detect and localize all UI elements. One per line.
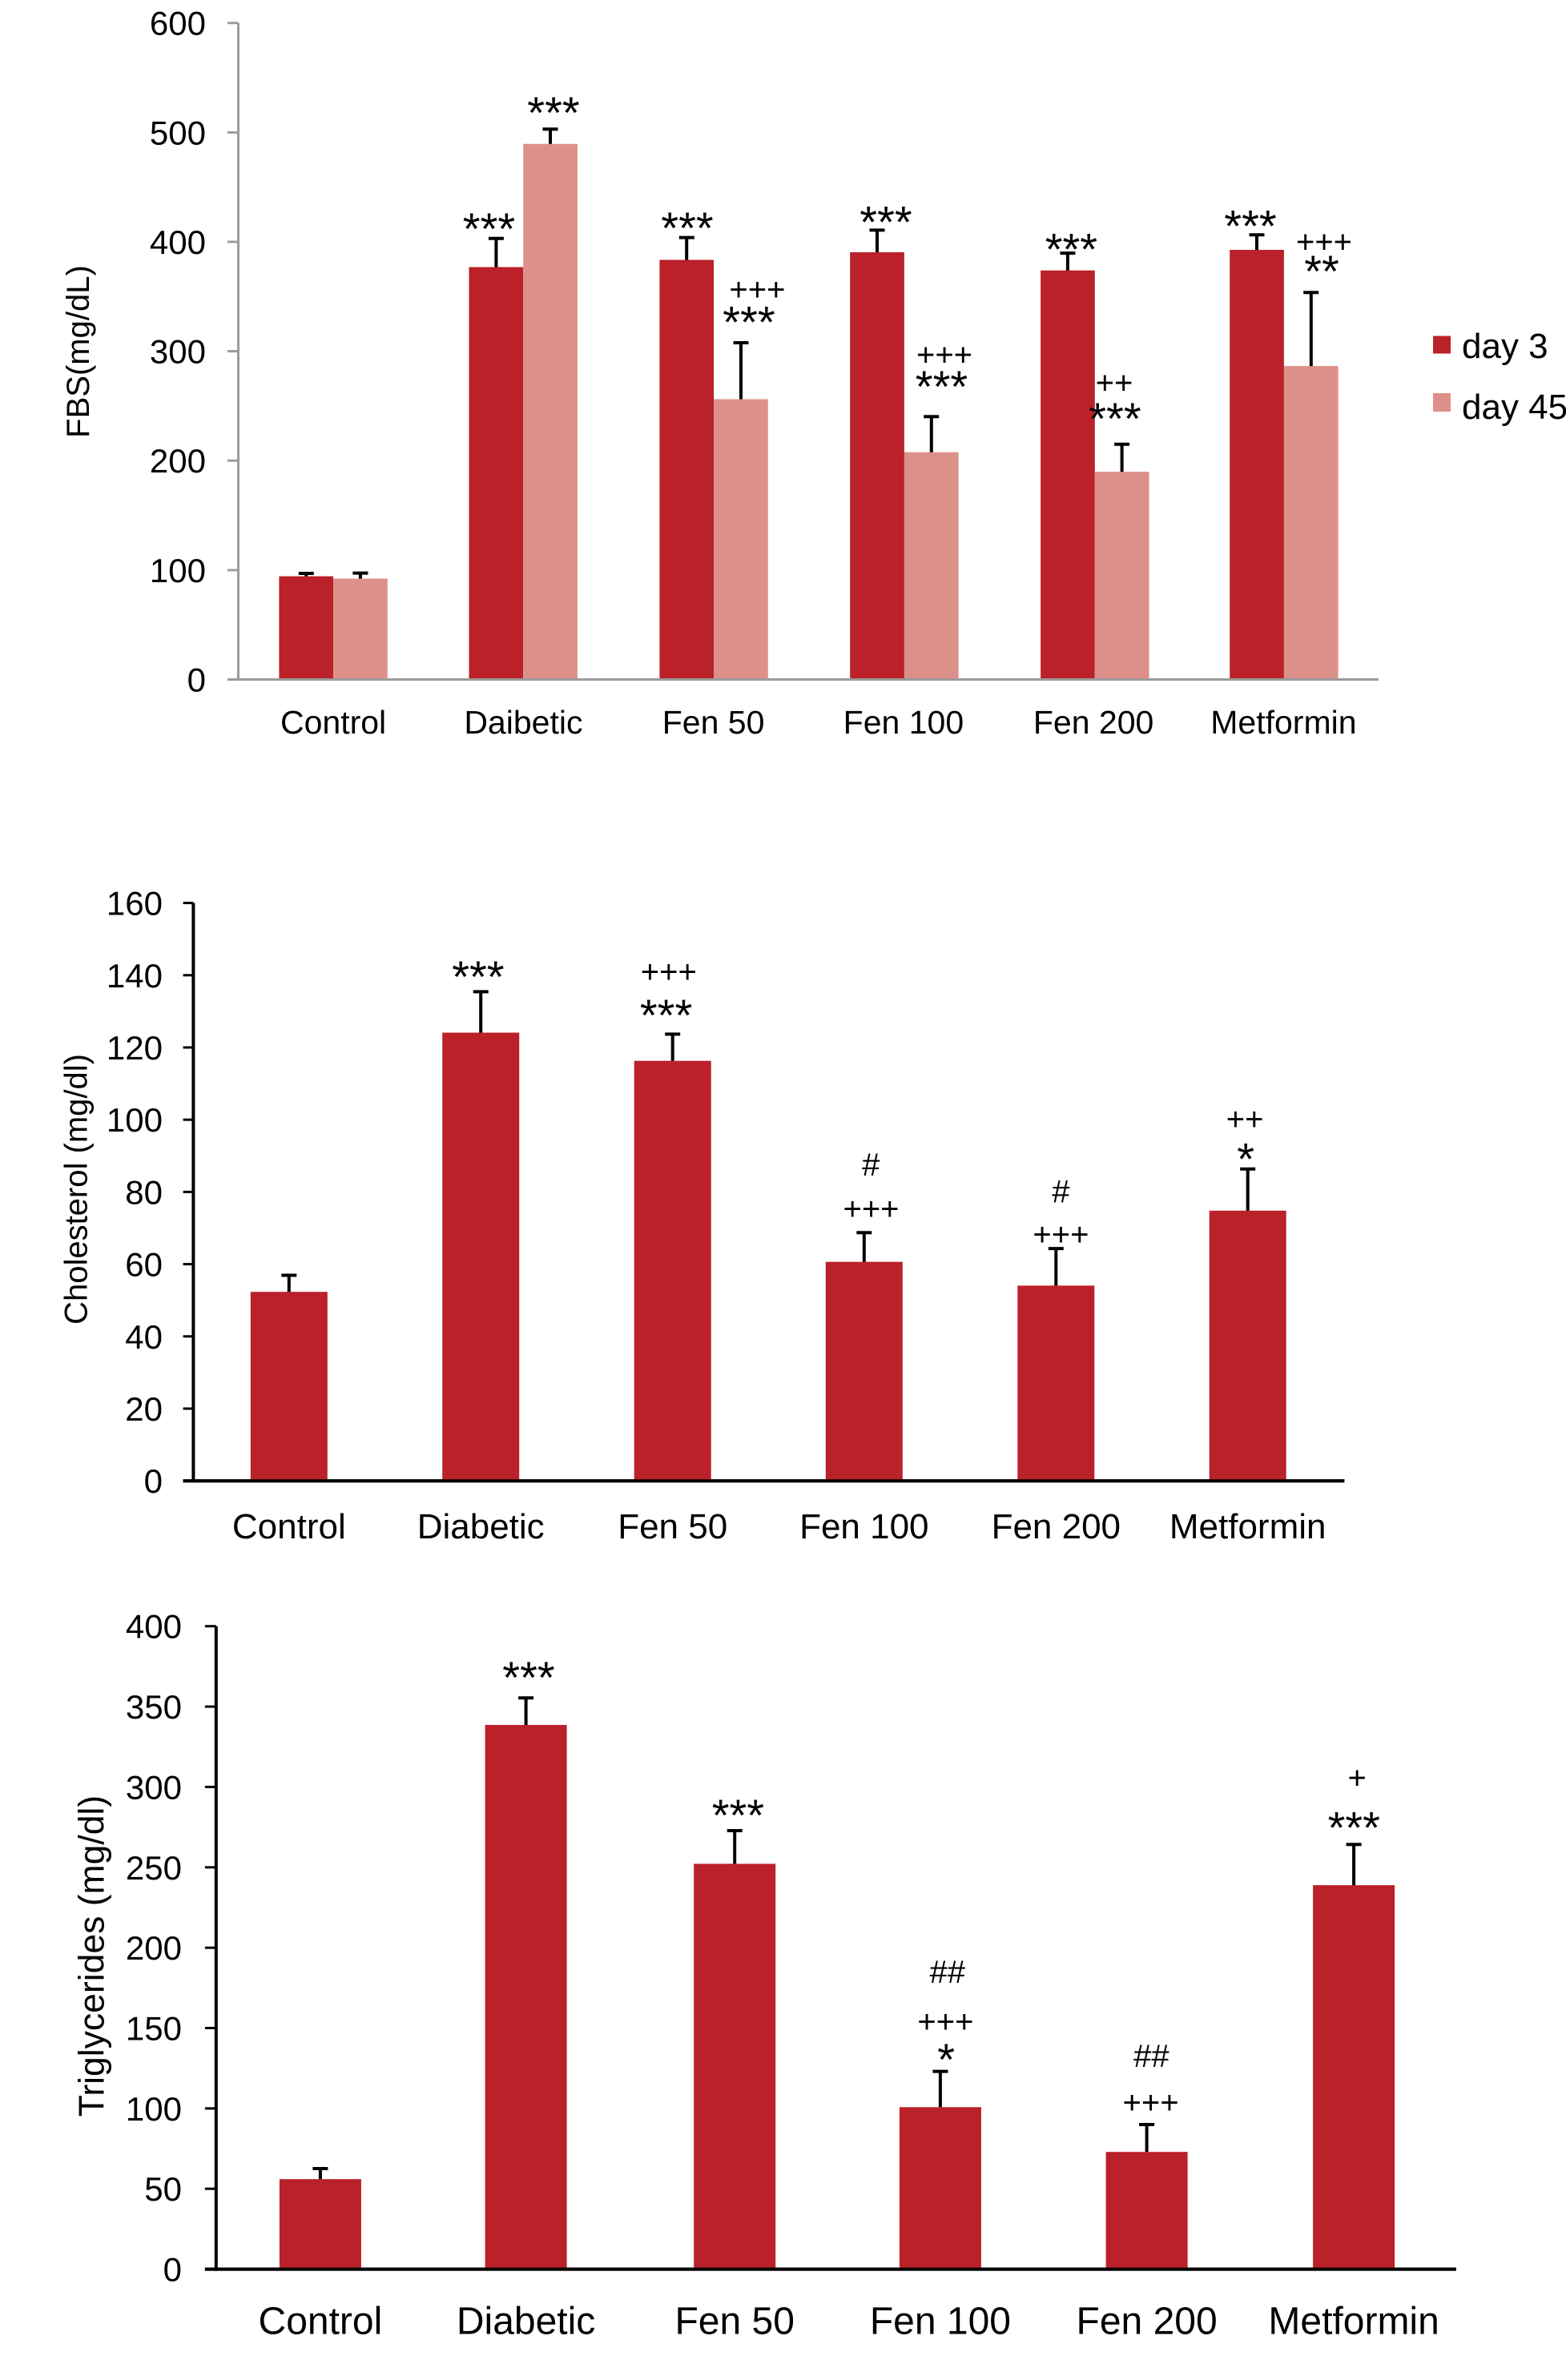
svg-text:120: 120 (107, 1029, 163, 1067)
svg-text:##: ## (1133, 2039, 1169, 2074)
svg-text:200: 200 (126, 1929, 182, 1967)
svg-text:+: + (1348, 1761, 1367, 1796)
svg-text:+++: +++ (1123, 2085, 1179, 2121)
svg-text:#: # (862, 1148, 880, 1183)
svg-text:50: 50 (144, 2170, 182, 2208)
svg-text:*: * (1237, 1133, 1254, 1184)
svg-text:***: *** (1328, 1803, 1380, 1853)
svg-text:day 45: day 45 (1462, 388, 1566, 427)
svg-text:400: 400 (126, 1608, 182, 1646)
svg-text:100: 100 (150, 552, 206, 589)
svg-text:FBS(mg/dL): FBS(mg/dL) (61, 265, 96, 438)
svg-text:Diabetic: Diabetic (457, 2301, 595, 2343)
svg-text:Fen 100: Fen 100 (870, 2301, 1011, 2343)
svg-text:***: *** (1045, 224, 1097, 275)
svg-text:++: ++ (1096, 366, 1133, 401)
svg-text:350: 350 (126, 1688, 182, 1726)
svg-text:Fen 200: Fen 200 (1033, 704, 1153, 741)
svg-text:140: 140 (107, 957, 163, 995)
svg-text:***: *** (916, 361, 968, 412)
svg-text:***: *** (640, 990, 692, 1040)
svg-text:+++: +++ (917, 2004, 973, 2040)
svg-text:400: 400 (150, 223, 206, 261)
svg-text:60: 60 (125, 1246, 163, 1284)
svg-text:day 3: day 3 (1462, 327, 1548, 366)
svg-text:Fen 100: Fen 100 (799, 1507, 928, 1546)
svg-text:40: 40 (125, 1318, 163, 1356)
svg-text:Daibetic: Daibetic (464, 704, 582, 741)
svg-text:+++: +++ (1296, 225, 1352, 260)
svg-text:***: *** (723, 296, 775, 347)
svg-text:***: *** (661, 203, 713, 253)
svg-text:***: *** (1224, 201, 1276, 251)
svg-text:Fen 200: Fen 200 (1077, 2301, 1218, 2343)
svg-text:300: 300 (150, 333, 206, 371)
svg-text:Fen 50: Fen 50 (674, 2301, 794, 2343)
svg-text:+++: +++ (916, 338, 972, 373)
svg-text:***: *** (452, 951, 504, 1002)
svg-text:Fen 200: Fen 200 (992, 1507, 1121, 1546)
svg-text:+++: +++ (641, 955, 697, 990)
svg-text:150: 150 (126, 2010, 182, 2048)
svg-text:Control: Control (232, 1507, 346, 1546)
svg-text:Metformin: Metformin (1210, 704, 1356, 741)
svg-text:100: 100 (107, 1101, 163, 1139)
svg-text:+++: +++ (1033, 1217, 1089, 1252)
svg-text:500: 500 (150, 114, 206, 151)
svg-text:0: 0 (144, 1462, 163, 1500)
svg-text:250: 250 (126, 1849, 182, 1887)
svg-text:Metformin: Metformin (1268, 2301, 1439, 2343)
svg-text:Cholesterol (mg/dl): Cholesterol (mg/dl) (59, 1054, 95, 1325)
svg-text:***: *** (527, 87, 579, 138)
svg-text:#: # (1052, 1174, 1070, 1209)
svg-text:200: 200 (150, 442, 206, 480)
svg-text:Control: Control (259, 2301, 383, 2343)
svg-text:***: *** (502, 1652, 554, 1703)
svg-text:0: 0 (187, 661, 206, 699)
svg-text:Control: Control (280, 704, 386, 741)
svg-text:600: 600 (150, 5, 206, 42)
svg-text:**: ** (1304, 246, 1339, 296)
svg-text:##: ## (930, 1955, 966, 1990)
svg-text:***: *** (1089, 393, 1141, 444)
svg-text:0: 0 (163, 2251, 182, 2289)
svg-text:Fen 50: Fen 50 (662, 704, 765, 741)
svg-text:+++: +++ (729, 272, 785, 308)
svg-text:Fen 50: Fen 50 (618, 1507, 727, 1546)
svg-text:80: 80 (125, 1173, 163, 1211)
svg-text:Fen 100: Fen 100 (843, 704, 964, 741)
svg-text:160: 160 (107, 885, 163, 923)
svg-text:Metformin: Metformin (1169, 1507, 1326, 1546)
svg-text:***: *** (463, 203, 515, 254)
svg-text:***: *** (712, 1790, 764, 1840)
svg-text:***: *** (859, 197, 912, 247)
svg-text:20: 20 (125, 1390, 163, 1428)
svg-text:*: * (937, 2034, 955, 2085)
svg-text:100: 100 (126, 2090, 182, 2128)
svg-text:Diabetic: Diabetic (417, 1507, 545, 1546)
svg-text:Triglycerides (mg/dl): Triglycerides (mg/dl) (73, 1795, 112, 2117)
svg-text:++: ++ (1226, 1102, 1264, 1137)
svg-text:300: 300 (126, 1768, 182, 1806)
svg-text:+++: +++ (843, 1192, 899, 1227)
